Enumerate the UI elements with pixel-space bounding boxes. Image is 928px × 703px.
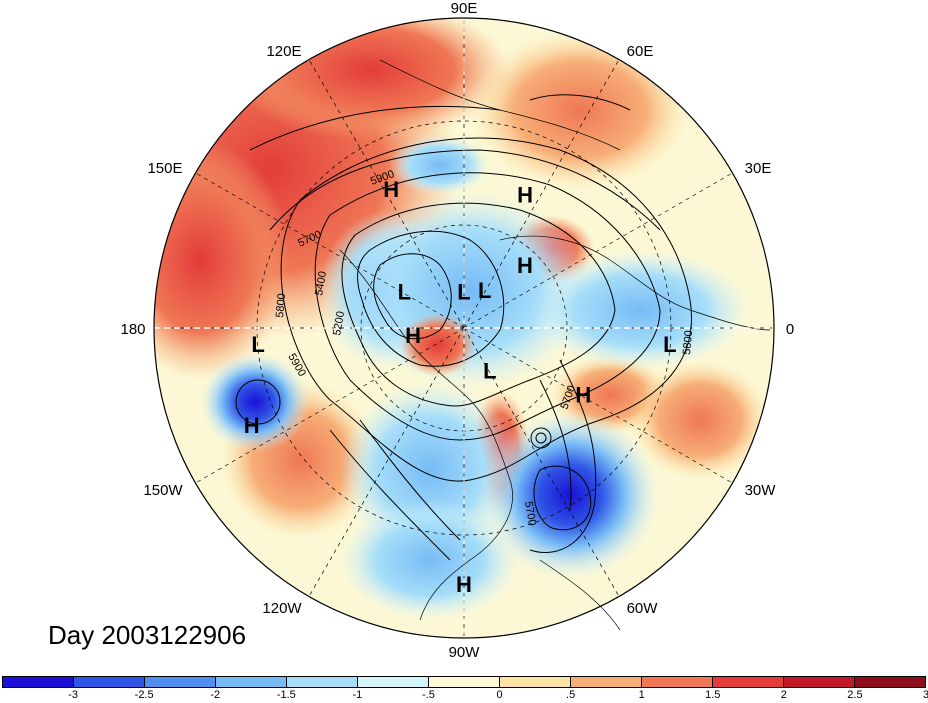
meridian-line [463,59,620,329]
colorbar-swatch [784,677,855,687]
colorbar-tick-label: 1.5 [705,689,721,701]
contour-label: 5700 [522,500,538,526]
lon-label-90w: 90W [449,644,481,661]
low-pressure-marker: L [251,332,264,357]
meridian-line [463,327,620,597]
lon-label-150w: 150W [143,482,183,499]
lon-label-150e: 150E [147,160,182,177]
meridian-line [195,327,465,484]
colorbar-swatch [713,677,784,687]
meridian-line [308,327,465,597]
lon-label-60e: 60E [627,43,654,60]
colorbar-ticks: -3 -2.5 -2 -1.5 -1 -.5 0 .5 1 1.5 2 2.5 3 [2,689,928,703]
low-pressure-marker: L [478,278,491,303]
colorbar-swatch [145,677,216,687]
high-pressure-marker: H [517,253,533,278]
colorbar-swatch [74,677,145,687]
day-label: Day 2003122906 [48,620,247,650]
colorbar-swatch [358,677,429,687]
colorbar-tick-label: 2.5 [847,689,863,701]
colorbar-swatch [429,677,500,687]
colorbar-tick-label: -2 [210,689,221,701]
colorbar-tick-label: -1 [352,689,363,701]
high-pressure-marker: H [405,323,421,348]
contour-label: 5400 [313,270,329,296]
lon-label-120e: 120E [266,43,301,60]
colorbar [2,676,926,688]
height-contours [235,94,692,561]
colorbar-tick-label: -1.5 [276,689,296,701]
lon-label-30e: 30E [745,160,772,177]
lon-label-180: 180 [120,321,145,338]
colorbar-tick-label: -.5 [422,689,435,701]
lon-label-30w: 30W [745,482,777,499]
lon-label-60w: 60W [627,600,659,617]
low-pressure-marker: L [398,279,411,304]
contour-label: 5800 [681,330,695,355]
map-border [153,17,775,639]
high-pressure-marker: H [517,183,533,208]
lon-label-90e: 90E [451,0,478,17]
high-pressure-marker: H [383,177,399,202]
high-pressure-marker: H [456,572,472,597]
colorbar-tick-label: -3 [68,689,78,701]
low-pressure-marker: L [457,279,470,304]
meridian-line [463,327,733,484]
colorbar-swatch [287,677,358,687]
colorbar-tick-label: 1 [638,689,645,701]
meridian-line [308,59,465,329]
colorbar-tick-label: .5 [566,689,576,701]
contour-label: 5800 [274,293,288,318]
contour-label: 5200 [331,310,347,336]
colorbar-swatch [500,677,571,687]
colorbar-tick-label: 0 [496,689,503,701]
colorbar-tick-label: 2 [780,689,787,701]
coastlines [339,59,771,631]
colorbar-tick-label: -2.5 [134,689,154,701]
low-pressure-marker: L [483,359,496,384]
lon-label-120w: 120W [262,600,302,617]
high-pressure-marker: H [244,413,260,438]
meridian-line [463,172,733,329]
colorbar-swatch [3,677,74,687]
low-pressure-marker: L [663,332,676,357]
colorbar-swatch [855,677,925,687]
colorbar-swatch [216,677,287,687]
lon-label-0: 0 [786,321,794,338]
colorbar-swatch [571,677,642,687]
colorbar-swatch [642,677,713,687]
meridian-line [195,172,465,329]
high-pressure-marker: H [575,383,591,408]
colorbar-tick-label: 3 [922,689,928,701]
